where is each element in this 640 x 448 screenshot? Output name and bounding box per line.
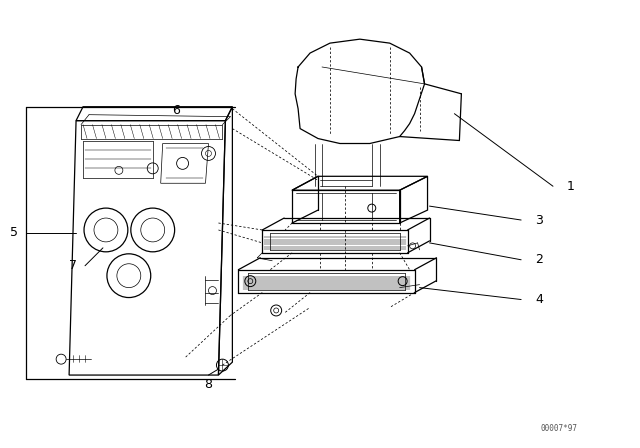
Text: 1: 1 — [567, 180, 575, 193]
Text: 6: 6 — [172, 104, 180, 117]
Text: 2: 2 — [535, 253, 543, 266]
Text: 00007*97: 00007*97 — [540, 424, 577, 433]
Text: 7: 7 — [69, 259, 77, 272]
Text: 5: 5 — [10, 226, 19, 239]
Text: 3: 3 — [535, 214, 543, 227]
Text: 4: 4 — [535, 293, 543, 306]
Text: 8: 8 — [205, 379, 212, 392]
